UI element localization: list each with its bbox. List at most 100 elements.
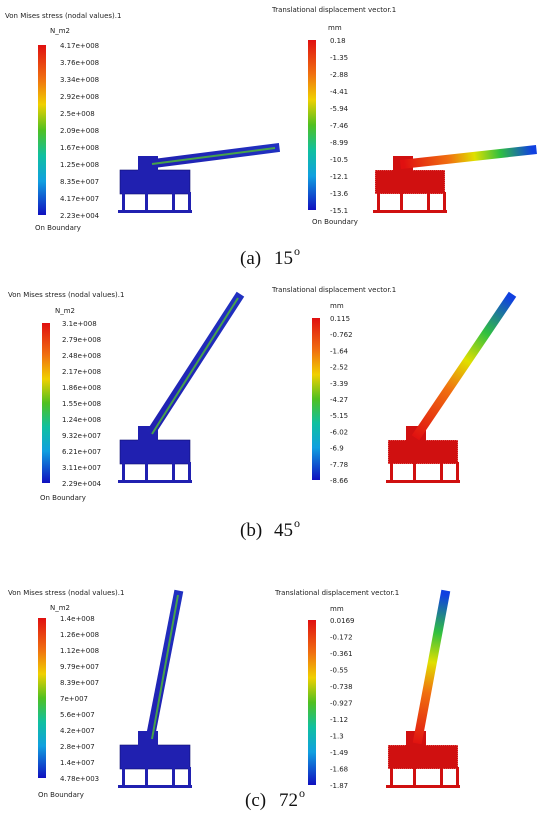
legend-label: -4.27 xyxy=(330,396,348,404)
figure: Von Mises stress (nodal values).1 N_m2 4.1… xyxy=(0,0,546,825)
legend-label: -12.1 xyxy=(330,173,348,181)
legend-label: 2.23e+004 xyxy=(60,212,100,220)
model-leg xyxy=(145,767,148,787)
legend-label: -0.738 xyxy=(330,683,353,691)
legend-label: -0.927 xyxy=(330,700,353,708)
legend-label: 1.4e+007 xyxy=(60,759,95,767)
legend-label: -5.94 xyxy=(330,105,349,113)
caption-label: (b) xyxy=(240,520,262,541)
legend-label: 0.115 xyxy=(330,315,350,323)
model-leg xyxy=(172,192,175,212)
model-foot xyxy=(118,480,192,483)
legend-label: -2.88 xyxy=(330,71,348,79)
model-base xyxy=(120,170,190,194)
model-leg xyxy=(377,192,380,212)
model-leg xyxy=(188,767,191,787)
model-leg xyxy=(400,192,403,212)
model-base xyxy=(388,745,458,769)
model-leg xyxy=(172,767,175,787)
model-boom xyxy=(418,595,445,739)
model-leg xyxy=(145,192,148,212)
color-bar xyxy=(42,323,50,483)
fea-model xyxy=(386,298,510,483)
legend-label: -13.6 xyxy=(330,190,349,198)
legend-title: Von Mises stress (nodal values).1 xyxy=(5,12,121,20)
legend-label: -1.12 xyxy=(330,716,348,724)
legend-label: -0.361 xyxy=(330,650,353,658)
model-boom xyxy=(418,298,510,434)
legend-label: 2.79e+008 xyxy=(62,336,101,344)
model-leg xyxy=(440,462,443,482)
fea-model xyxy=(118,595,192,788)
legend-label: 2.29e+004 xyxy=(62,480,102,488)
model-leg xyxy=(122,462,125,482)
legend-label: 2.92e+008 xyxy=(60,93,99,101)
legend-unit: N_m2 xyxy=(50,604,70,612)
model-leg xyxy=(440,767,443,787)
caption-degree: o xyxy=(294,516,300,530)
legend-label: 4.17e+007 xyxy=(60,195,99,203)
fea-model xyxy=(386,595,460,788)
legend-label: -1.3 xyxy=(330,733,344,741)
legend-label: 5.6e+007 xyxy=(60,711,95,719)
legend-label: 1.67e+008 xyxy=(60,144,99,152)
legend-label: -4.41 xyxy=(330,88,348,96)
legend-label: 1.4e+008 xyxy=(60,615,95,623)
model-foot xyxy=(118,210,192,213)
model-leg xyxy=(443,192,446,212)
legend-label: 1.26e+008 xyxy=(60,631,99,639)
legend-label: 1.24e+008 xyxy=(62,416,101,424)
model-leg xyxy=(188,192,191,212)
boom-stress xyxy=(152,595,178,739)
legend-title: Von Mises stress (nodal values).1 xyxy=(8,291,124,299)
legend-label: -7.78 xyxy=(330,461,348,469)
legend-label: 3.76e+008 xyxy=(60,59,99,67)
legend-label: 1.86e+008 xyxy=(62,384,101,392)
legend-label: 1.25e+008 xyxy=(60,161,99,169)
legend-unit: mm xyxy=(328,24,342,32)
caption-angle: 45 xyxy=(274,520,293,541)
model-foot xyxy=(386,480,460,483)
legend-label: -0.55 xyxy=(330,667,348,675)
legend-label: 4.78e+003 xyxy=(60,775,99,783)
legend-footer: On Boundary xyxy=(38,791,84,799)
legend-title: Translational displacement vector.1 xyxy=(271,6,396,14)
model-base xyxy=(120,440,190,464)
legend-label: 3.11e+007 xyxy=(62,464,101,472)
legend-label: -0.172 xyxy=(330,634,353,642)
legend-label: -8.99 xyxy=(330,139,348,147)
fea-model xyxy=(118,148,275,213)
caption-angle: 15 xyxy=(274,248,293,269)
model-leg xyxy=(390,767,393,787)
model-foot xyxy=(386,785,460,788)
model-leg xyxy=(145,462,148,482)
model-leg xyxy=(413,462,416,482)
legend-label: 9.79e+007 xyxy=(60,663,99,671)
caption-degree: o xyxy=(299,786,305,800)
legend-label: 4.17e+008 xyxy=(60,42,99,50)
legend-label: -1.64 xyxy=(330,347,349,355)
model-base xyxy=(388,440,458,464)
legend-label: 0.0169 xyxy=(330,617,355,625)
legend-label: -7.46 xyxy=(330,122,349,130)
model-leg xyxy=(122,767,125,787)
legend-unit: mm xyxy=(330,605,344,613)
fea-model xyxy=(118,298,238,483)
model-leg xyxy=(122,192,125,212)
legend-label: -2.52 xyxy=(330,364,348,372)
legend-title: Von Mises stress (nodal values).1 xyxy=(8,589,124,597)
legend-label: 1.55e+008 xyxy=(62,400,101,408)
caption-degree: o xyxy=(294,244,300,258)
legend-footer: On Boundary xyxy=(312,218,358,226)
color-bar xyxy=(308,620,316,785)
legend-label: -1.68 xyxy=(330,766,348,774)
legend-label: -6.02 xyxy=(330,428,348,436)
legend-label: -6.9 xyxy=(330,445,344,453)
legend-label: 4.2e+007 xyxy=(60,727,95,735)
model-leg xyxy=(456,462,459,482)
boom-stress xyxy=(152,148,275,164)
legend-label: 2.09e+008 xyxy=(60,127,99,135)
legend-label: -10.5 xyxy=(330,156,348,164)
legend-label: 7e+007 xyxy=(60,695,88,703)
legend-label: 3.34e+008 xyxy=(60,76,99,84)
